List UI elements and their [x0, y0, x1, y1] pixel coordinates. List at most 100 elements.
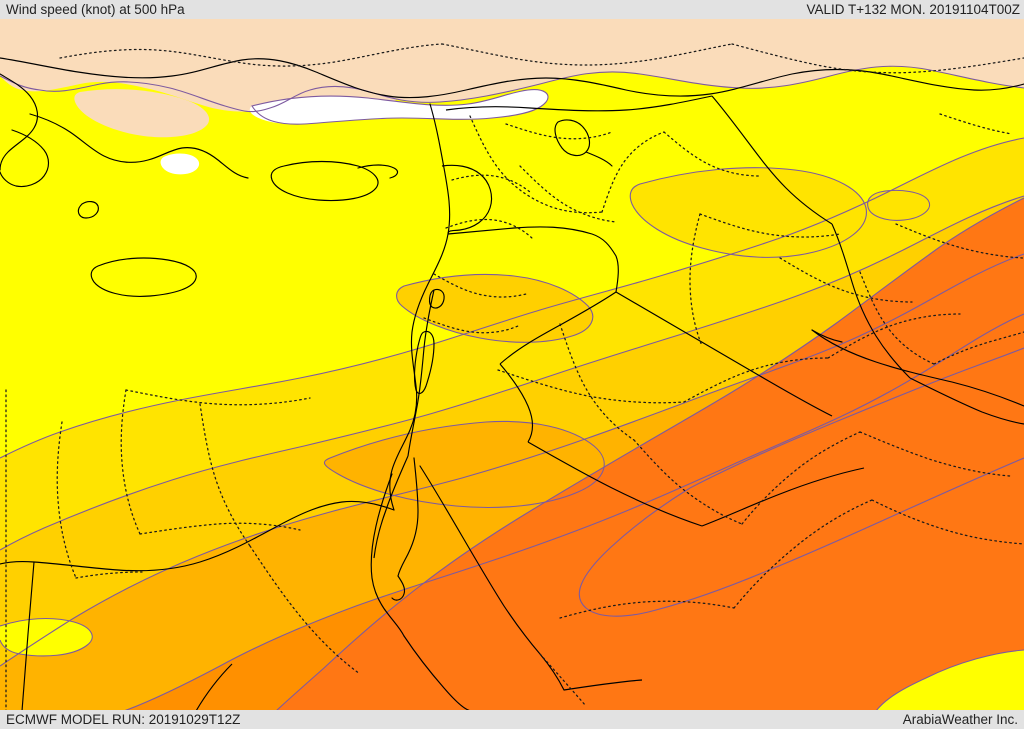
subnational-border-turkey-2: [441, 43, 733, 66]
border-egypt-libya: [21, 561, 35, 711]
subnational-border-egypt-3: [139, 522, 301, 535]
coastline-arabian-gulf: [811, 329, 1024, 407]
map-canvas[interactable]: [0, 18, 1024, 711]
subnational-border-iraq-4: [933, 331, 1024, 365]
subnational-border-saudi-8: [559, 600, 735, 619]
border-iran-west: [831, 223, 911, 379]
contour-line-40: [0, 137, 1024, 459]
contour-line-core: [689, 347, 1024, 489]
contour-line-10: [251, 89, 549, 125]
subnational-border-saudi-2: [683, 357, 829, 403]
subnational-border-egypt-1: [125, 389, 311, 406]
contour-line-60: [0, 253, 1024, 667]
lake-galilee: [428, 288, 445, 309]
subnational-border-egypt-7: [75, 571, 143, 579]
national-borders: [21, 95, 1024, 711]
coastline-red-sea-west: [403, 635, 473, 711]
subnational-border-jordan-1: [445, 218, 535, 241]
subnational-border-syria-5: [519, 165, 617, 223]
subnational-border-iraq-3: [859, 271, 935, 365]
border-egypt-sudan: [195, 663, 233, 711]
subnational-border-egypt-6: [56, 421, 77, 579]
subnational-border-turkey-3: [731, 43, 1024, 74]
border-syria-jordan: [447, 226, 619, 293]
coastline-red-sea-east: [419, 465, 565, 691]
band-fill-20-30: [0, 18, 1024, 112]
contour-fill-bands: [0, 18, 1024, 711]
contour-line-40-islet: [867, 189, 930, 221]
coastline-egypt-north: [0, 500, 395, 572]
contour-line-70: [123, 313, 1024, 711]
subnational-border-syria-4: [505, 123, 613, 140]
subnational-border-syria-3: [663, 131, 761, 177]
border-israel-jordan: [407, 289, 435, 457]
coastline-aegean-inner: [29, 113, 249, 179]
contour-line-s-lobe: [875, 649, 1024, 711]
subnational-border-egypt-2: [120, 389, 141, 535]
border-turkey-syria: [445, 95, 713, 112]
wind-speed-contour-map: [0, 18, 1024, 711]
subnational-borders: [5, 43, 1024, 711]
subnational-border-saudi-1: [497, 369, 685, 404]
subnational-border-saudi-4: [559, 323, 635, 441]
lake-assad-tail: [585, 151, 613, 167]
coastline-aegean: [0, 73, 39, 171]
subnational-border-iraq-1: [699, 213, 841, 238]
subnational-border-syria-1: [469, 115, 603, 214]
border-jordan-saudi: [499, 291, 617, 365]
border-lebanon: [441, 164, 493, 235]
contour-line-40-lobe: [629, 167, 867, 258]
subnational-border-saudi-11: [539, 653, 587, 707]
band-fill-20-30-lobe-a: [257, 39, 406, 115]
band-fill-lobe-sw-yellow: [0, 618, 93, 656]
page-title: Wind speed (knot) at 500 hPa: [6, 2, 185, 17]
band-fill-lobe-s-yellow: [876, 650, 1024, 711]
band-fill-80-plus: [276, 198, 1024, 711]
subnational-border-saudi-3: [827, 313, 961, 359]
band-fill-core-lobe: [579, 348, 1024, 617]
subnational-border-turkey-1: [59, 43, 443, 67]
subnational-border-iran-2: [895, 223, 1024, 259]
coastline-shatt-al-arab: [811, 329, 843, 343]
valid-time-label: VALID T+132 MON. 20191104T00Z: [806, 2, 1021, 17]
model-run-label: ECMWF MODEL RUN: 20191029T12Z: [6, 712, 241, 727]
contour-line-60-plume: [323, 420, 605, 509]
contour-line-core-lower: [578, 457, 1024, 617]
island-cyprus-tail: [357, 164, 399, 179]
island-cyprus: [270, 160, 379, 202]
island-rhodes: [77, 200, 99, 219]
contour-line-50: [0, 195, 1024, 551]
subnational-border-jordan-3: [423, 317, 519, 334]
coastline-aegean-inlet: [0, 129, 50, 188]
subnational-border-syria-6: [451, 174, 531, 193]
attribution-label: ArabiaWeather Inc.: [902, 712, 1018, 727]
band-fill-10-20-islet: [160, 153, 200, 175]
subnational-border-saudi-5: [633, 439, 743, 525]
band-fill-40-50-islet: [867, 190, 930, 221]
subnational-border-saudi-10: [871, 499, 1024, 545]
subnational-border-saudi-9: [733, 499, 873, 609]
border-turkey-iraq-iran: [711, 95, 833, 225]
subnational-border-syria-2: [601, 131, 665, 213]
band-fill-20-30-lobe-b: [74, 89, 210, 138]
coastline-levant: [389, 103, 451, 511]
header-bar: Wind speed (knot) at 500 hPa VALID T+132…: [0, 0, 1024, 19]
border-syria-iraq: [615, 291, 833, 417]
contour-lines: [0, 65, 1024, 711]
border-saudi-iraq: [499, 363, 534, 443]
island-crete: [90, 257, 197, 297]
coastline-gulf-of-aqaba: [397, 457, 419, 577]
subnational-border-saudi-6: [741, 431, 861, 525]
lake-dead-sea: [413, 330, 435, 395]
contour-line-20: [0, 65, 1024, 113]
band-fill-50-60-levant: [396, 274, 593, 343]
subnational-border-egypt-5: [249, 545, 361, 675]
footer-bar: ECMWF MODEL RUN: 20191029T12Z ArabiaWeat…: [0, 710, 1024, 729]
subnational-border-iraq-2: [779, 257, 913, 303]
border-iran-gulf: [909, 377, 1024, 425]
band-fill-10-20: [249, 89, 548, 125]
contour-line-sw-lobe: [0, 618, 93, 657]
subnational-border-egypt-4: [199, 403, 251, 547]
band-fill-40-50-lobe: [630, 167, 867, 258]
